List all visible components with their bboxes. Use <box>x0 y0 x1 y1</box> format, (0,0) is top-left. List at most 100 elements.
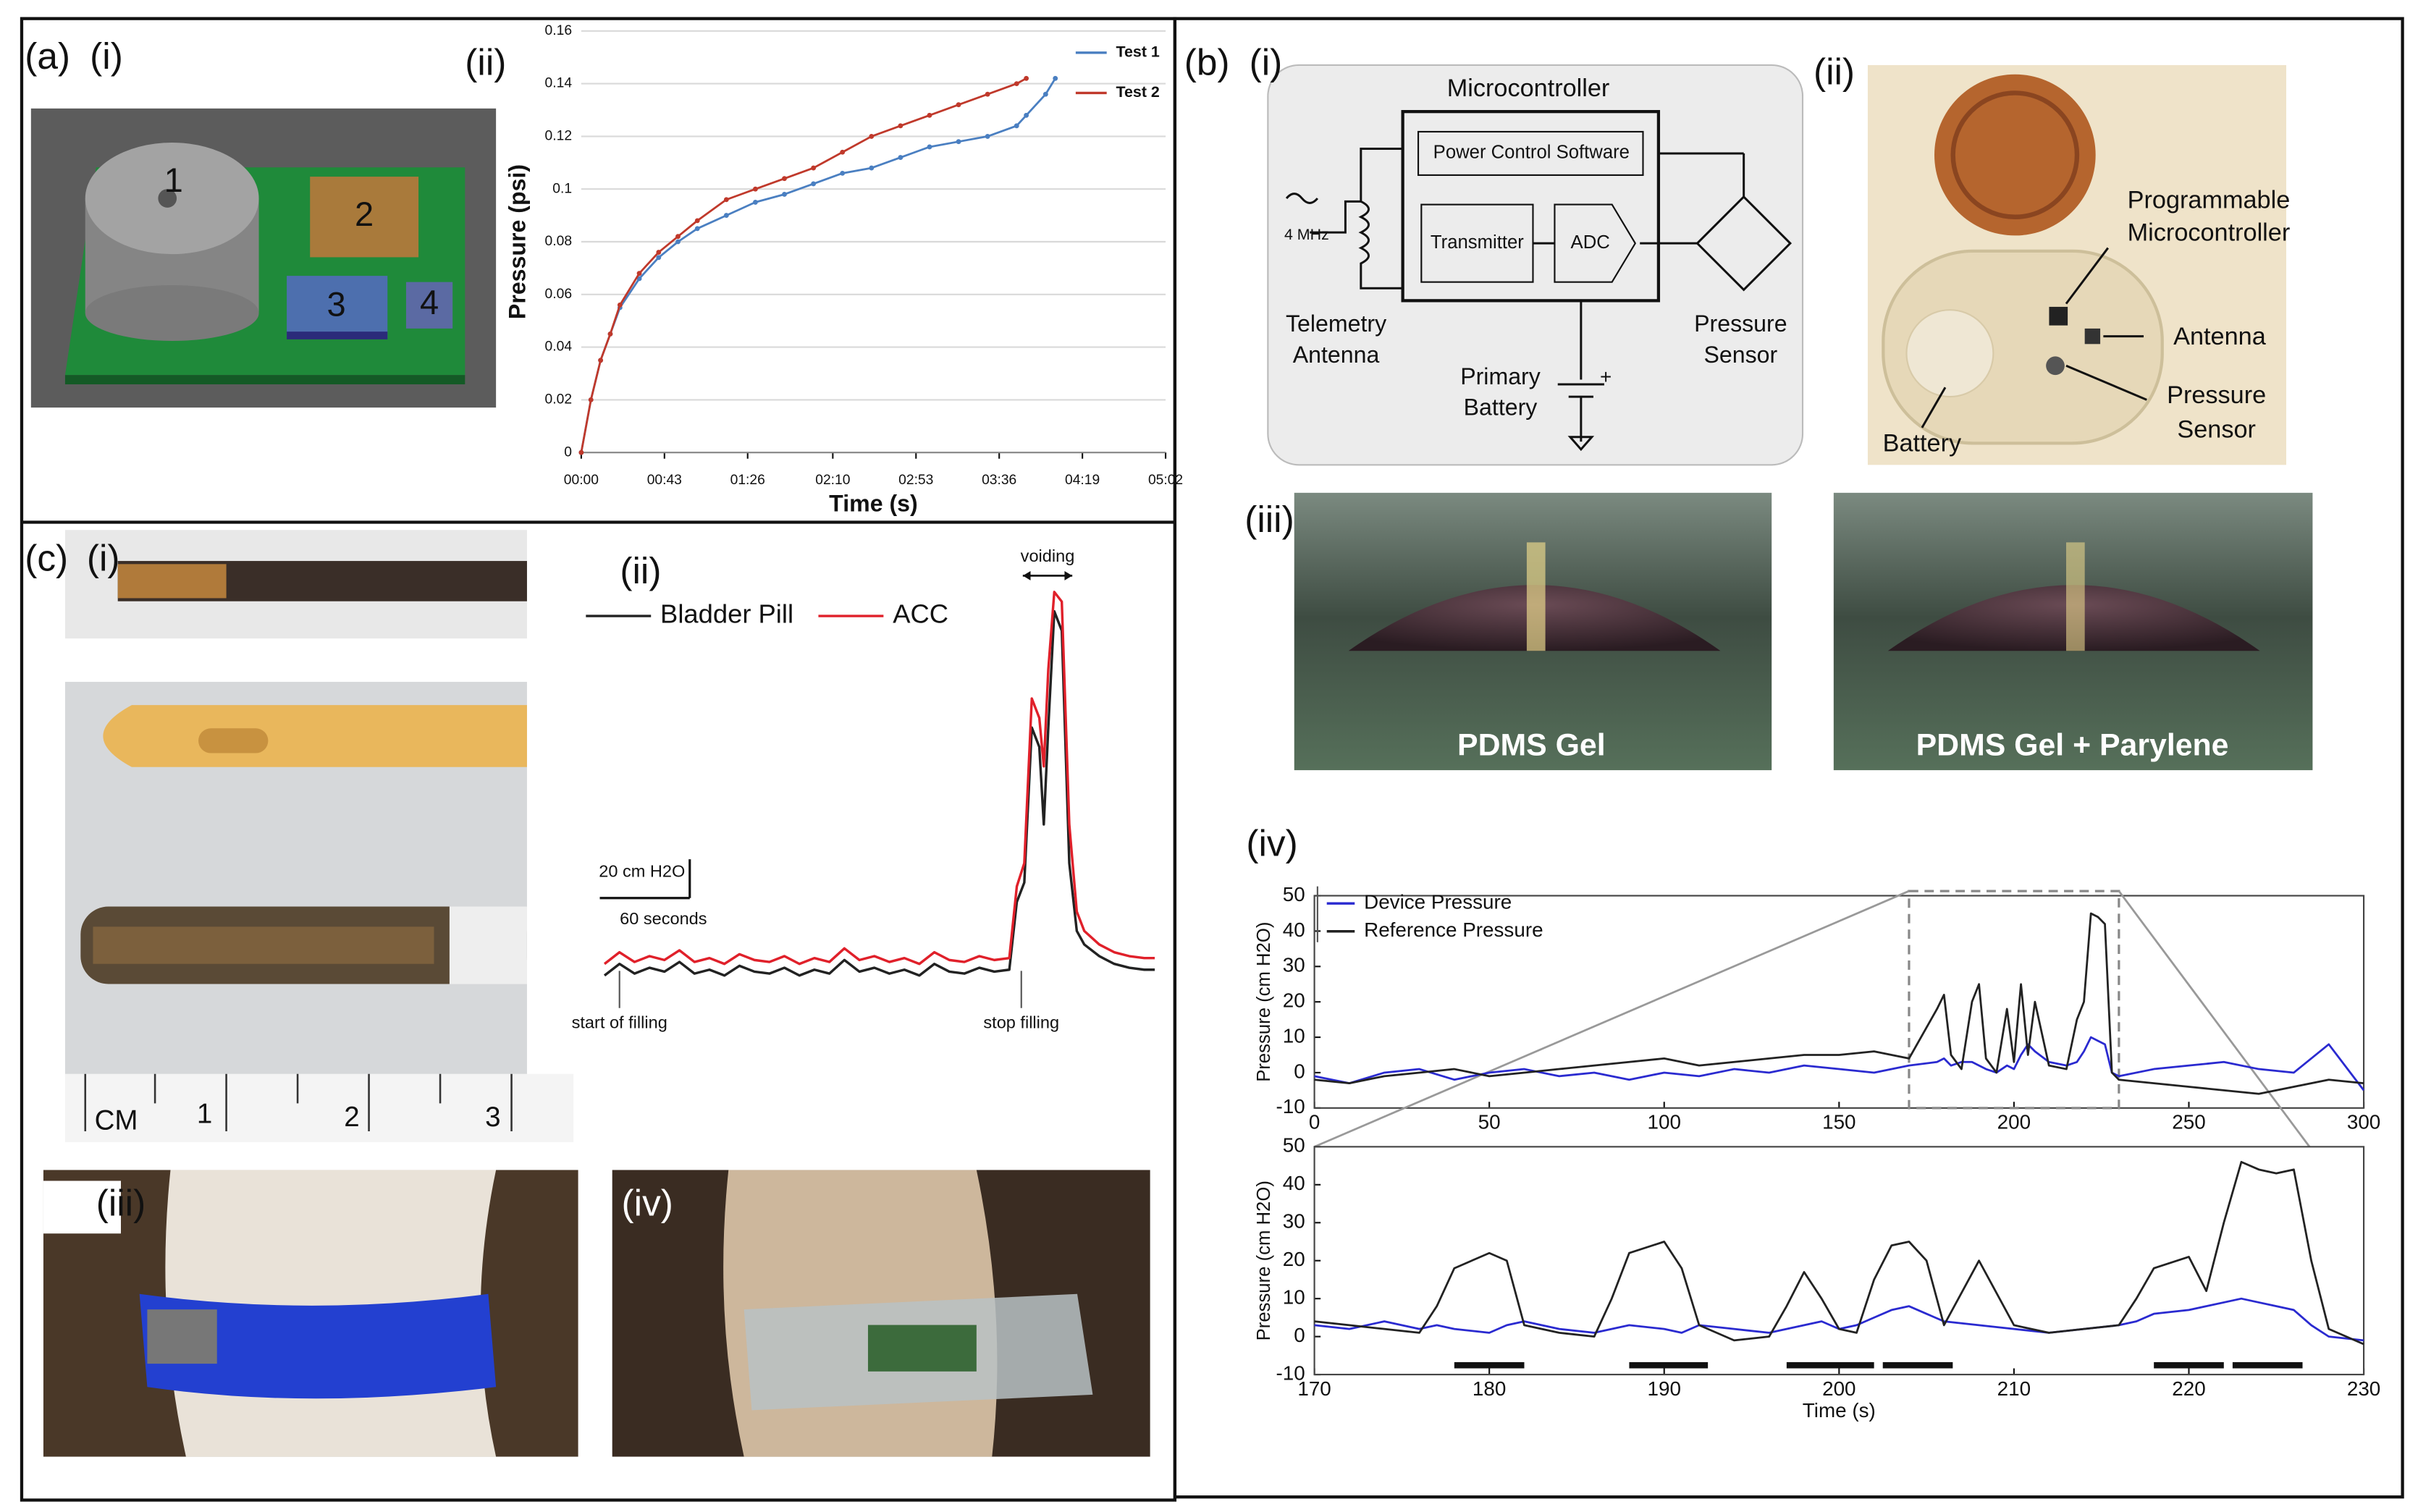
plot-frame <box>1313 895 2365 1109</box>
y-tick-label: 30 <box>1283 954 1305 976</box>
series-marker <box>840 170 846 176</box>
series-marker <box>607 331 613 337</box>
panel-label: (i) <box>1250 41 1283 83</box>
series-marker <box>617 302 623 308</box>
event-bar <box>1786 1361 1874 1369</box>
x-tick-label: 04:19 <box>1065 473 1100 488</box>
series-line <box>1314 1160 2364 1346</box>
series-marker <box>694 226 700 232</box>
diagram-label: Primary <box>1460 363 1541 389</box>
series-marker <box>1014 81 1019 87</box>
series-line <box>1314 1297 2364 1342</box>
legend-label: ACC <box>893 599 948 629</box>
x-axis-label: Time (s) <box>1803 1399 1876 1422</box>
series-marker <box>723 213 729 219</box>
event-bar <box>1629 1361 1709 1369</box>
series-marker <box>782 192 787 197</box>
series-marker <box>598 358 604 363</box>
y-tick-label: 40 <box>1283 918 1305 941</box>
event-bar <box>2232 1361 2303 1369</box>
annotation-label: start of filling <box>572 1013 667 1031</box>
coating-photos: PDMS Gel PDMS Gel + Parylene <box>1294 492 2313 771</box>
y-tick-label: -10 <box>1276 1361 1305 1384</box>
panel-label: (iv) <box>622 1181 673 1223</box>
y-tick-label: 0.16 <box>545 23 572 38</box>
ruler-label: CM <box>95 1105 138 1136</box>
legend-label: Reference Pressure <box>1364 918 1543 941</box>
cad-render: 1 2 3 4 <box>30 108 497 408</box>
x-tick-label: 190 <box>1648 1377 1681 1400</box>
component-number: 3 <box>327 284 346 323</box>
x-tick-label: 01:26 <box>730 473 765 488</box>
y-tick-label: 0.04 <box>545 339 573 355</box>
x-tick-label: 05:02 <box>1148 473 1183 488</box>
diagram-title: Microcontroller <box>1447 75 1610 102</box>
series-marker <box>869 133 875 139</box>
series-marker <box>1042 91 1048 97</box>
series-marker <box>675 239 681 245</box>
x-tick-label: 200 <box>1822 1377 1855 1400</box>
panel-label: (iv) <box>1246 822 1297 864</box>
series-marker <box>753 199 758 205</box>
series-marker <box>811 165 817 171</box>
y-tick-label: 0.12 <box>545 129 572 144</box>
y-tick-label: 0.1 <box>552 181 572 196</box>
series-marker <box>840 149 846 155</box>
event-bar <box>2154 1361 2224 1369</box>
x-tick-label: 02:53 <box>898 473 933 488</box>
chart: -10 0 10 20 30 40 50 170 180 190 200 210 220 230 Time … <box>1254 1134 2380 1422</box>
series-marker <box>1024 75 1029 81</box>
panel-label: (ii) <box>465 41 506 83</box>
photo-label: Microcontroller <box>2128 219 2291 246</box>
series-marker <box>898 123 903 129</box>
x-tick-label: 250 <box>2172 1111 2205 1133</box>
series-marker <box>985 133 990 139</box>
legend-label: Bladder Pill <box>660 599 793 629</box>
panel-label: (i) <box>90 35 123 77</box>
frames <box>20 17 2404 1502</box>
photo-label: Pressure <box>2167 381 2266 409</box>
series-marker <box>588 397 594 402</box>
photo-label: Programmable <box>2128 186 2291 214</box>
y-tick-label: 0 <box>1294 1324 1305 1346</box>
frame-right <box>1173 17 2404 1499</box>
series-marker <box>753 186 758 192</box>
series-marker <box>1053 75 1058 81</box>
y-tick-label: 50 <box>1283 883 1305 905</box>
panel-label: (c) <box>25 537 68 579</box>
legend-label: Test 2 <box>1116 83 1160 101</box>
photo-label: Sensor <box>2177 415 2256 443</box>
diagram-label: Pressure <box>1694 311 1787 337</box>
component-number: 1 <box>164 161 183 199</box>
x-tick-label: 00:00 <box>564 473 599 488</box>
series-line <box>580 77 1056 453</box>
series-marker <box>869 165 875 171</box>
diagram-label: 4 MHz <box>1284 226 1329 243</box>
y-tick-label: 0.06 <box>545 287 572 302</box>
panel-label: (iii) <box>96 1181 146 1223</box>
series-marker <box>656 255 662 261</box>
diagram-label: Battery <box>1464 394 1538 421</box>
zoom-box <box>1908 890 2120 1110</box>
series-marker <box>636 271 642 276</box>
panel-label: (b) <box>1184 41 1230 83</box>
ruler-label: 3 <box>485 1102 500 1133</box>
y-tick-label: 0.14 <box>545 76 573 91</box>
diagram-block: ADC <box>1571 232 1610 253</box>
y-tick-label: 0 <box>564 444 572 460</box>
series-marker <box>782 176 787 182</box>
series-marker <box>1014 123 1019 129</box>
event-bar <box>1454 1361 1525 1369</box>
diagram-block: Power Control Software <box>1433 143 1630 163</box>
series-marker <box>956 139 961 145</box>
x-tick-label: 02:10 <box>815 473 850 488</box>
y-axis-label: Pressure (cm H2O) <box>1254 1181 1274 1340</box>
component-number: 2 <box>355 195 374 233</box>
y-tick-label: -10 <box>1276 1095 1305 1118</box>
series-marker <box>578 449 584 455</box>
y-tick-label: 0.02 <box>545 392 572 407</box>
ruler-label: 1 <box>197 1099 212 1130</box>
